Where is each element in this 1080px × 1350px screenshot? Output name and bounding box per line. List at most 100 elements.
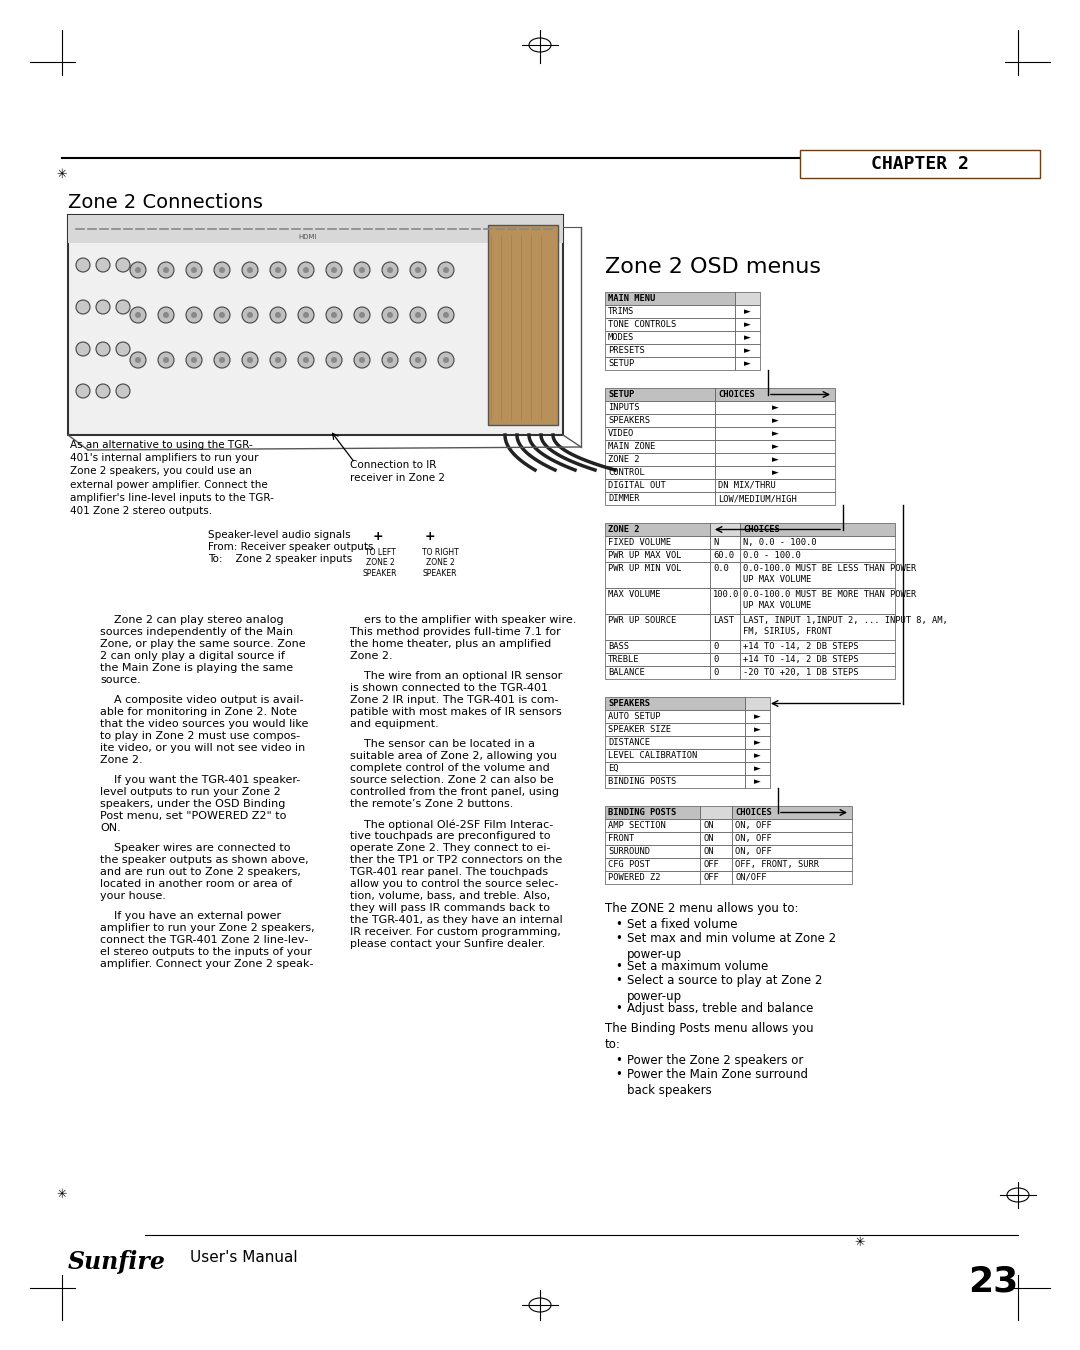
Text: INPUTS: INPUTS [608, 404, 639, 412]
Text: FIXED VOLUME: FIXED VOLUME [608, 539, 671, 547]
Text: Speaker wires are connected to: Speaker wires are connected to [100, 842, 291, 853]
Circle shape [186, 262, 202, 278]
Text: 60.0: 60.0 [713, 551, 734, 560]
Bar [605, 845, 700, 859]
Bar [700, 819, 732, 832]
Circle shape [186, 306, 202, 323]
Bar [710, 562, 740, 589]
Text: Connection to IR
receiver in Zone 2: Connection to IR receiver in Zone 2 [350, 460, 445, 483]
Circle shape [191, 312, 197, 319]
Text: source selection. Zone 2 can also be: source selection. Zone 2 can also be [350, 775, 554, 784]
Circle shape [163, 267, 168, 273]
Bar [700, 859, 732, 871]
Circle shape [298, 352, 314, 369]
Text: ON: ON [703, 846, 714, 856]
Bar [605, 806, 700, 819]
Text: +14 TO -14, 2 DB STEPS: +14 TO -14, 2 DB STEPS [743, 643, 859, 651]
Text: ►: ► [754, 738, 761, 747]
Bar [605, 710, 745, 724]
Text: +: + [424, 529, 435, 543]
Text: The Binding Posts menu allows you
to:: The Binding Posts menu allows you to: [605, 1022, 813, 1052]
Text: Adjust bass, treble and balance: Adjust bass, treble and balance [627, 1002, 813, 1015]
Text: Set a maximum volume: Set a maximum volume [627, 960, 768, 973]
Bar [710, 589, 740, 614]
Circle shape [410, 306, 426, 323]
Text: POWERED Z2: POWERED Z2 [608, 873, 661, 882]
Text: and equipment.: and equipment. [350, 720, 438, 729]
Text: ►: ► [754, 751, 761, 760]
Circle shape [130, 352, 146, 369]
Circle shape [186, 352, 202, 369]
Text: to play in Zone 2 must use compos-: to play in Zone 2 must use compos- [100, 730, 300, 741]
Circle shape [303, 267, 309, 273]
Circle shape [96, 258, 110, 271]
Bar [715, 491, 835, 505]
Circle shape [116, 342, 130, 356]
Circle shape [135, 267, 141, 273]
Text: CHOICES: CHOICES [735, 809, 772, 817]
Text: LAST, INPUT 1,INPUT 2, ... INPUT 8, AM,
FM, SIRIUS, FRONT: LAST, INPUT 1,INPUT 2, ... INPUT 8, AM, … [743, 616, 948, 636]
Bar [710, 536, 740, 549]
Text: patible with most makes of IR sensors: patible with most makes of IR sensors [350, 707, 562, 717]
Bar [605, 736, 745, 749]
Text: PWR UP MAX VOL: PWR UP MAX VOL [608, 551, 681, 560]
Text: Set a fixed volume: Set a fixed volume [627, 918, 738, 932]
Text: •: • [615, 960, 622, 973]
Circle shape [359, 312, 365, 319]
Text: The ZONE 2 menu allows you to:: The ZONE 2 menu allows you to: [605, 902, 798, 915]
Text: suitable area of Zone 2, allowing you: suitable area of Zone 2, allowing you [350, 751, 557, 761]
Text: 2 can only play a digital source if: 2 can only play a digital source if [100, 651, 285, 661]
Text: sources independently of the Main: sources independently of the Main [100, 626, 293, 637]
Text: ✳: ✳ [57, 1188, 67, 1202]
Text: CHAPTER 2: CHAPTER 2 [872, 155, 969, 173]
Text: EQ: EQ [608, 764, 619, 774]
Text: the TGR-401, as they have an internal: the TGR-401, as they have an internal [350, 915, 563, 925]
Text: •: • [615, 973, 622, 987]
Bar [715, 401, 835, 414]
Text: •: • [615, 1068, 622, 1081]
Circle shape [135, 312, 141, 319]
Text: OFF: OFF [703, 860, 719, 869]
Circle shape [247, 267, 253, 273]
Text: DN MIX/THRU: DN MIX/THRU [718, 481, 775, 490]
Text: Sunfire: Sunfire [68, 1250, 166, 1274]
Text: please contact your Sunfire dealer.: please contact your Sunfire dealer. [350, 940, 545, 949]
Text: CFG POST: CFG POST [608, 860, 650, 869]
Bar [735, 344, 760, 356]
Circle shape [354, 352, 370, 369]
Bar [745, 749, 770, 761]
Text: ers to the amplifier with speaker wire.: ers to the amplifier with speaker wire. [350, 616, 577, 625]
Text: Zone 2 Connections: Zone 2 Connections [68, 193, 262, 212]
Bar [745, 761, 770, 775]
Bar [740, 536, 895, 549]
Text: they will pass IR commands back to: they will pass IR commands back to [350, 903, 550, 913]
Text: the remote’s Zone 2 buttons.: the remote’s Zone 2 buttons. [350, 799, 513, 809]
Circle shape [219, 312, 225, 319]
Bar [740, 614, 895, 640]
Text: ►: ► [744, 320, 751, 329]
Text: Power the Main Zone surround
back speakers: Power the Main Zone surround back speake… [627, 1068, 808, 1098]
Text: DIGITAL OUT: DIGITAL OUT [608, 481, 665, 490]
Bar [605, 640, 710, 653]
Text: Zone, or play the same source. Zone: Zone, or play the same source. Zone [100, 639, 306, 649]
Circle shape [438, 352, 454, 369]
Text: complete control of the volume and: complete control of the volume and [350, 763, 550, 774]
Text: ►: ► [744, 306, 751, 316]
Circle shape [214, 306, 230, 323]
Bar [605, 761, 745, 775]
Text: BASS: BASS [608, 643, 629, 651]
Bar [605, 292, 735, 305]
Text: ►: ► [754, 725, 761, 734]
Text: speakers, under the OSD Binding: speakers, under the OSD Binding [100, 799, 285, 809]
Circle shape [410, 352, 426, 369]
Circle shape [387, 356, 393, 363]
Circle shape [330, 267, 337, 273]
Circle shape [387, 312, 393, 319]
Bar [735, 356, 760, 370]
Text: ON: ON [703, 834, 714, 842]
Circle shape [76, 383, 90, 398]
Text: Speaker-level audio signals: Speaker-level audio signals [208, 531, 351, 540]
Text: 0.0 - 100.0: 0.0 - 100.0 [743, 551, 800, 560]
Bar [605, 319, 735, 331]
Text: ✳: ✳ [57, 169, 67, 181]
